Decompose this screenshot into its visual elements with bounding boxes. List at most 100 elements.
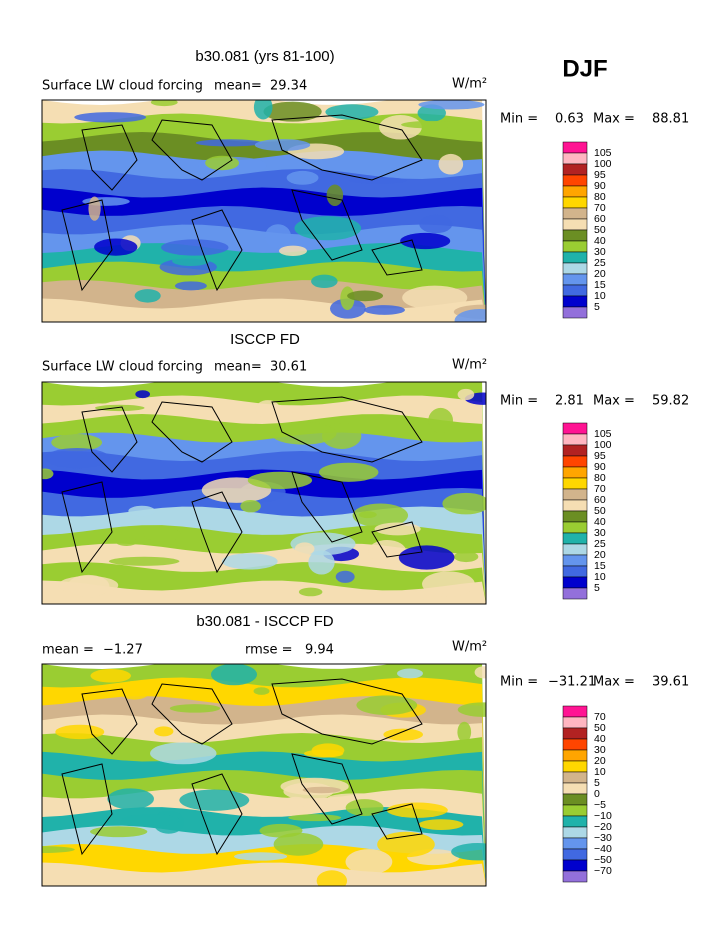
colorbar-label: 90: [594, 180, 606, 192]
contour-blob: [438, 153, 464, 175]
coastline: [191, 491, 243, 574]
mean-value: −1.27: [103, 643, 143, 658]
colorbar-label: −20: [594, 821, 612, 833]
contour-blob: [283, 796, 308, 808]
contour-blob: [386, 802, 448, 818]
coastline: [151, 119, 233, 181]
contour-blob: [42, 468, 54, 480]
contour-blob: [118, 680, 151, 700]
map-field: [42, 382, 486, 604]
colorbar-label: 40: [594, 733, 606, 745]
contour-blob: [398, 545, 455, 570]
contour-blob: [418, 100, 485, 110]
contour-blob: [221, 553, 278, 570]
coastline: [371, 803, 423, 840]
colorbar-box: [562, 716, 588, 729]
panel-title: b30.081 (yrs 81-100): [195, 48, 334, 65]
contour-blob: [326, 184, 344, 207]
contour-blob: [298, 587, 323, 597]
contour-blob: [135, 390, 151, 399]
contour-blob: [356, 695, 418, 716]
colorbar-box: [562, 218, 588, 231]
contour-blob: [108, 556, 180, 566]
colorbar-box: [562, 499, 588, 512]
colorbar-box: [562, 521, 588, 534]
colorbar-label: 95: [594, 450, 606, 462]
contour-blob: [253, 687, 270, 695]
colorbar-box: [562, 793, 588, 806]
colorbar-box: [562, 532, 588, 545]
contour-blob: [335, 570, 355, 583]
colorbar-label: 80: [594, 472, 606, 484]
contour-blob: [134, 289, 161, 303]
colorbar-label: 5: [594, 301, 600, 313]
contour-blob: [457, 721, 472, 743]
colorbar-box: [562, 554, 588, 567]
colorbar-box: [562, 815, 588, 828]
contour-blob: [402, 285, 468, 310]
min-value: 0.63: [555, 112, 584, 127]
season: DJF: [562, 55, 607, 82]
coastline: [191, 209, 243, 292]
panel-title: b30.081 - ISCCP FD: [196, 613, 333, 630]
contour-blob: [442, 492, 486, 515]
max-label: Max =: [593, 112, 635, 127]
map-field: [42, 664, 486, 886]
max-value: 59.82: [652, 394, 689, 409]
colorbar-box: [562, 587, 588, 600]
contour-blob: [347, 290, 384, 302]
max-label: Max =: [593, 675, 635, 690]
contour-blob: [234, 852, 288, 861]
contour-blob: [253, 100, 273, 120]
contour-band: [42, 298, 486, 322]
coastline: [371, 521, 423, 558]
colorbar-label: 100: [594, 439, 612, 451]
map-frame: [41, 381, 487, 605]
subtitle: Surface LW cloud forcing: [42, 360, 203, 375]
contour-blob: [150, 742, 217, 765]
colorbar-box: [562, 859, 588, 872]
contour-blob: [311, 274, 338, 289]
contour-blob: [474, 666, 486, 679]
min-value: −31.21: [548, 675, 596, 690]
contour-blob: [210, 664, 258, 686]
max-label: Max =: [593, 394, 635, 409]
colorbar-box: [562, 240, 588, 253]
contour-blob: [161, 239, 229, 256]
contour-blob: [345, 799, 384, 817]
contour-blob: [413, 589, 443, 600]
coastline: [291, 753, 363, 825]
colorbar-box: [562, 488, 588, 501]
max-value: 88.81: [652, 112, 689, 127]
contour-blob: [364, 305, 405, 315]
colorbar-label: −50: [594, 854, 612, 866]
colorbar-label: 5: [594, 582, 600, 594]
contour-band: [42, 580, 486, 604]
panel-title: ISCCP FD: [230, 331, 300, 348]
coastline: [371, 239, 423, 276]
contour-blob: [325, 104, 379, 120]
contour-blob: [174, 281, 207, 291]
colorbar-label: 15: [594, 560, 606, 572]
colorbar-label: 20: [594, 755, 606, 767]
contour-blob: [294, 542, 315, 556]
contour-blob: [179, 789, 250, 811]
colorbar-label: 0: [594, 788, 600, 800]
colorbar-box: [562, 543, 588, 556]
contour-blob: [263, 101, 322, 122]
coastline: [291, 189, 363, 261]
contour-blob: [316, 870, 348, 886]
contour-blob: [379, 115, 422, 140]
colorbar-label: −30: [594, 832, 612, 844]
colorbar-label: 50: [594, 722, 606, 734]
colorbar-box: [562, 466, 588, 479]
colorbar-label: 15: [594, 279, 606, 291]
colorbar-box: [562, 738, 588, 751]
colorbar-box: [562, 455, 588, 468]
map: [41, 99, 487, 323]
contour-blob: [55, 724, 105, 740]
contour-blob: [74, 112, 147, 123]
contour-blob: [205, 155, 240, 171]
map: [41, 663, 487, 887]
